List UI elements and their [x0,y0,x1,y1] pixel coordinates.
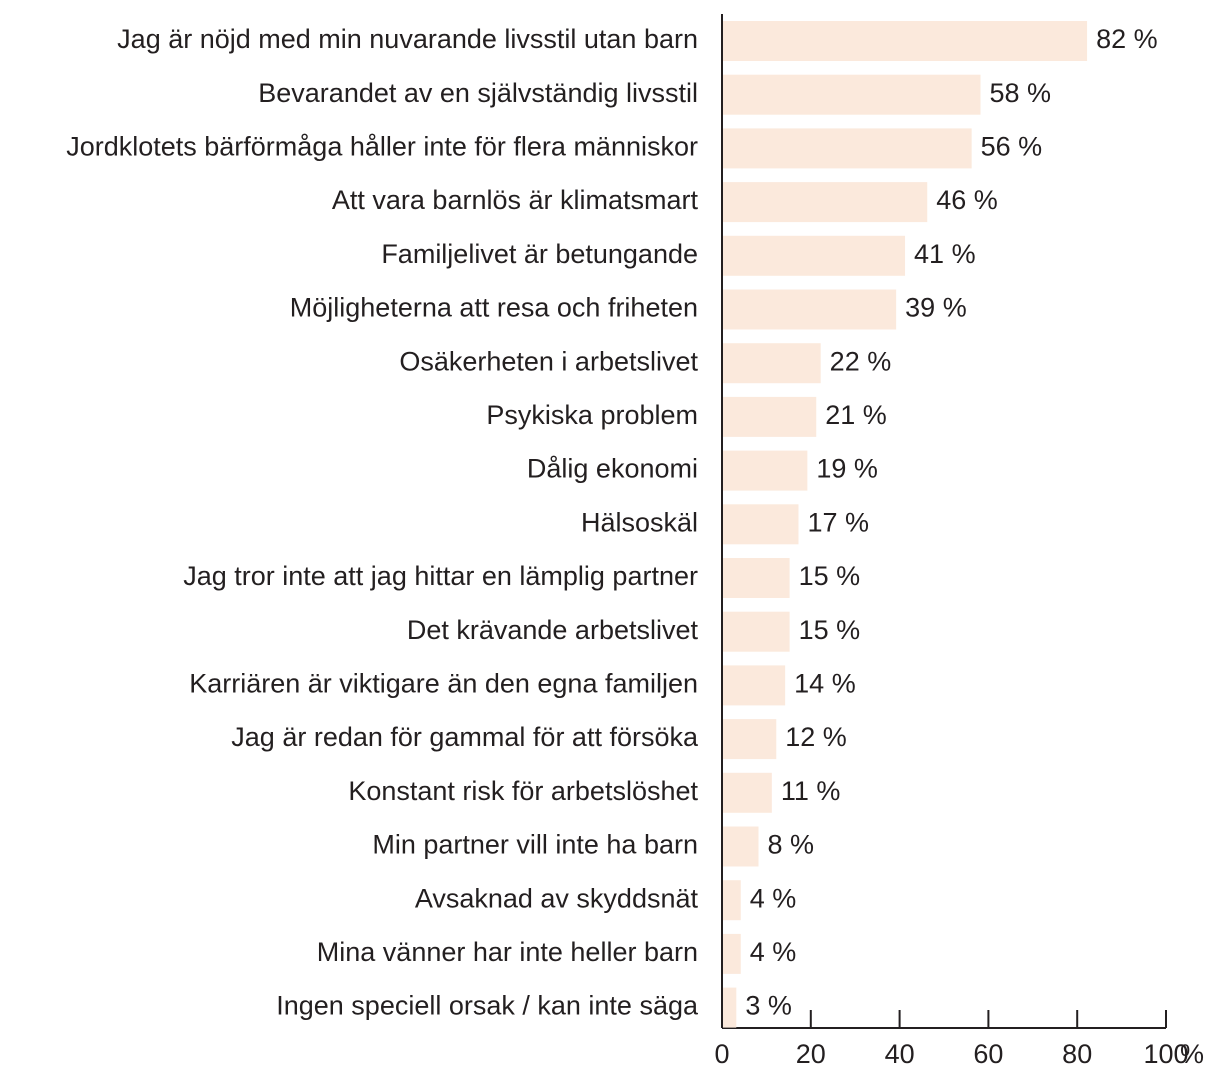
bar [723,504,799,545]
category-label: Jag tror inte att jag hittar en lämplig … [183,561,698,591]
value-label: 3 % [745,991,792,1021]
bar [723,289,897,330]
x-tick-label: 0 [714,1039,729,1068]
value-label: 11 % [781,776,841,806]
bar [723,343,821,384]
x-unit-label: % [1180,1039,1204,1068]
value-label: 19 % [816,454,878,484]
bar [723,719,777,760]
category-label: Att vara barnlös är klimatsmart [332,185,699,215]
x-tick-label: 40 [885,1039,915,1068]
x-tick-label: 100 [1143,1039,1188,1068]
category-label: Familjelivet är betungande [381,239,698,269]
bar [723,826,759,867]
bar [723,450,808,491]
bar [723,21,1088,61]
value-label: 8 % [768,830,815,860]
bar [723,558,790,598]
category-label: Dålig ekonomi [527,454,698,484]
value-label: 17 % [807,507,869,537]
value-label: 58 % [990,78,1052,108]
value-label: 41 % [914,239,976,269]
category-label: Det krävande arbetslivet [407,615,699,645]
value-label: 21 % [825,400,887,430]
bar [723,128,972,169]
value-label: 14 % [794,669,856,699]
bar [723,74,981,115]
bar [723,933,741,974]
category-label: Bevarandet av en självständig livsstil [258,78,698,108]
value-label: 39 % [905,293,967,323]
bar [723,665,786,706]
value-label: 4 % [750,883,797,913]
bar [723,772,772,813]
category-label: Konstant risk för arbetslöshet [348,776,698,806]
value-label: 22 % [830,346,892,376]
x-tick-label: 60 [973,1039,1003,1068]
bar [723,396,817,437]
category-label: Karriären är viktigare än den egna famil… [189,669,698,699]
category-label: Psykiska problem [486,400,698,430]
value-label: 56 % [981,132,1043,162]
value-label: 82 % [1096,24,1158,54]
category-label: Min partner vill inte ha barn [372,830,698,860]
value-label: 12 % [785,722,847,752]
bar [723,611,790,652]
category-label: Jag är redan för gammal för att försöka [231,722,699,752]
bar [723,235,906,276]
value-label: 46 % [936,185,998,215]
value-label: 15 % [799,615,861,645]
value-label: 4 % [750,937,797,967]
category-label: Osäkerheten i arbetslivet [399,346,698,376]
bar [723,880,741,921]
category-label: Ingen speciell orsak / kan inte säga [276,991,699,1021]
value-label: 15 % [799,561,861,591]
bar [723,182,928,223]
category-label: Avsaknad av skyddsnät [415,883,699,913]
category-label: Jordklotets bärförmåga håller inte för f… [66,132,698,162]
bar [723,987,737,1028]
category-label: Jag är nöjd med min nuvarande livsstil u… [117,24,698,54]
x-tick-label: 20 [796,1039,826,1068]
category-label: Möjligheterna att resa och friheten [290,293,698,323]
x-tick-label: 80 [1062,1039,1092,1068]
category-label: Mina vänner har inte heller barn [317,937,698,967]
category-label: Hälsoskäl [581,507,698,537]
